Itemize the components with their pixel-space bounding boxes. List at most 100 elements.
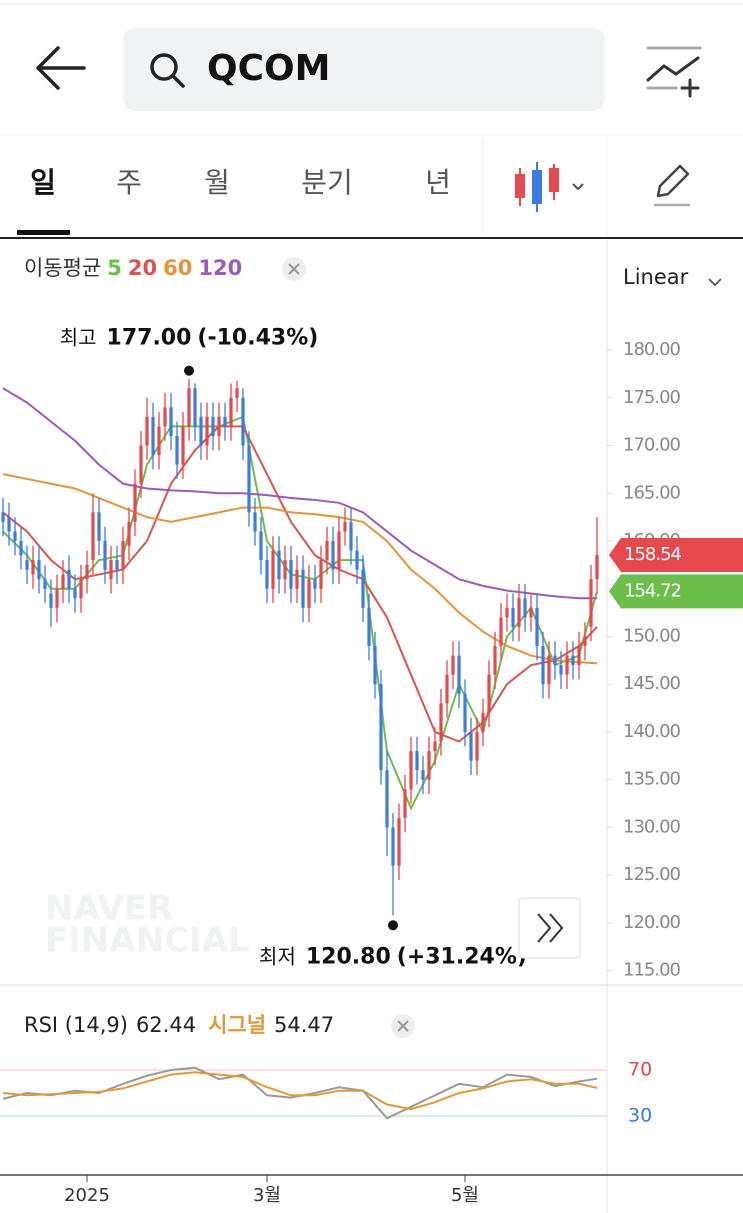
candle-body	[511, 607, 515, 627]
price-chart: 115.00 120.00 125.00 130.00 135.00 140.00 145.…	[1, 256, 743, 1206]
period-tab[interactable]: 주	[116, 166, 142, 199]
candle-body	[559, 665, 563, 675]
legend-entry: 120	[198, 256, 242, 280]
candle-body	[271, 550, 275, 589]
candle-body	[229, 397, 233, 427]
candle-body	[7, 517, 11, 532]
candle-body	[13, 531, 17, 541]
candle-body	[259, 531, 263, 561]
legend-entry: 20	[128, 256, 157, 280]
candle-body	[403, 789, 407, 818]
candle-body	[247, 445, 251, 513]
candle-body	[115, 560, 119, 570]
candle-body	[571, 655, 575, 666]
candle-body	[523, 598, 527, 618]
scale-chevron	[708, 278, 722, 287]
candle-body	[355, 550, 359, 570]
candle-body	[169, 407, 173, 436]
legend-value: 54.47	[274, 1013, 334, 1037]
legend-close-x	[397, 1020, 409, 1032]
candle-body	[235, 388, 239, 398]
candle-body	[151, 416, 155, 456]
compare-button[interactable]	[646, 46, 702, 98]
rsi-chart: 70 30 RSI (14,9) 62.44 시그널 54.47	[0, 1013, 652, 1127]
chart-type-button[interactable]	[515, 162, 584, 212]
rsi-legend: RSI (14,9) 62.44 시그널 54.47	[24, 1013, 334, 1037]
candle-body	[139, 445, 143, 484]
legend-entry: 시그널	[208, 1013, 266, 1037]
annotation-change: (-10.43%)	[197, 326, 318, 351]
draw-button[interactable]	[654, 164, 690, 207]
candle-body	[469, 731, 473, 761]
y-tick-label: 170.00	[623, 435, 681, 456]
price-tag-label: 154.72	[624, 580, 681, 601]
candle-body	[433, 741, 437, 752]
candle-body	[241, 397, 245, 446]
candle-body	[463, 693, 467, 732]
candle-body	[535, 607, 539, 647]
candle-body	[391, 827, 395, 866]
candle-body	[337, 531, 341, 570]
candle-body	[367, 607, 371, 647]
period-tab[interactable]: 일	[30, 166, 56, 199]
scroll-latest-button[interactable]	[518, 897, 581, 959]
candle-body	[61, 574, 65, 589]
candle-body	[157, 426, 161, 456]
candle-body	[541, 646, 545, 685]
candle-body	[457, 655, 461, 694]
annotation-label: 최저	[259, 944, 296, 968]
y-tick-label: 130.00	[623, 816, 681, 837]
x-tick-label: 3월	[253, 1185, 281, 1206]
candle-body	[313, 579, 317, 589]
y-tick-label: 135.00	[623, 769, 681, 790]
y-tick-label: 125.00	[623, 864, 681, 885]
watermark-text: FINANCIAL	[45, 921, 250, 961]
candle-body	[133, 483, 137, 522]
candle-body	[307, 579, 311, 608]
candle-body	[187, 388, 191, 427]
candle-body	[499, 617, 503, 647]
candle-body	[331, 541, 335, 570]
scale-label[interactable]: Linear	[623, 265, 689, 289]
candle-body	[319, 560, 323, 589]
candle-body	[301, 569, 305, 608]
period-tab[interactable]: 월	[204, 166, 230, 199]
candle-body	[481, 712, 485, 732]
period-tab[interactable]: 년	[425, 166, 451, 199]
period-tabs: 일 주 월 분기 년	[17, 166, 451, 235]
candle-body	[445, 674, 449, 704]
candle-body	[97, 512, 101, 541]
ma-legend-title: 이동평균	[24, 256, 101, 280]
rsi-level-label: 70	[628, 1059, 652, 1081]
candle-body	[565, 655, 569, 675]
candle-body	[223, 416, 227, 427]
y-tick-label: 115.00	[623, 960, 681, 981]
annotation: 최저 120.80 (+31.24%)	[259, 944, 527, 970]
candle-body	[427, 751, 431, 780]
rsi-level-label: 30	[628, 1105, 652, 1127]
period-tab[interactable]: 분기	[301, 166, 353, 199]
candle-body	[25, 560, 29, 570]
candle-body	[487, 674, 491, 713]
candle-body	[109, 560, 113, 580]
candle-body	[49, 593, 53, 608]
ma-line	[2, 425, 598, 743]
y-tick-label: 120.00	[623, 912, 681, 933]
rsi-line	[2, 1071, 598, 1111]
annotation: 최고 177.00 (-10.43%)	[60, 325, 319, 351]
search-box[interactable]	[123, 28, 605, 111]
candle-body	[43, 579, 47, 589]
back-button[interactable]	[36, 46, 86, 90]
candle-body	[529, 607, 533, 618]
candle-body	[397, 817, 401, 866]
annotation-dot	[388, 920, 398, 931]
candle-body	[415, 751, 419, 771]
candle-body	[193, 388, 197, 427]
annotation-label: 최고	[60, 325, 97, 349]
candle-body	[439, 703, 443, 742]
price-tag-label: 158.54	[624, 544, 682, 565]
search-icon	[150, 53, 185, 88]
candle-body	[55, 588, 59, 608]
